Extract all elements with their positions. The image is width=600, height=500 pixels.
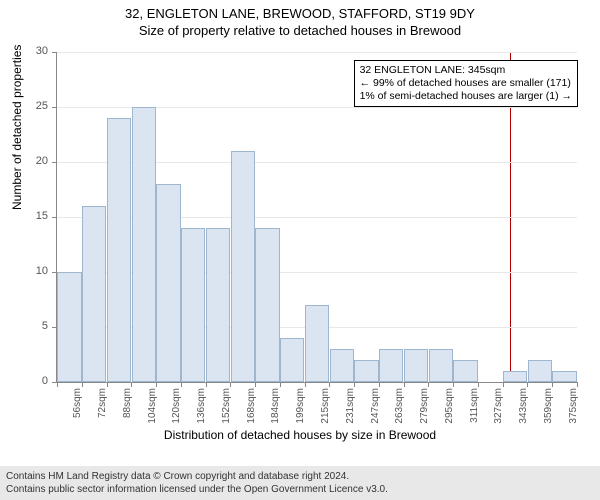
footer-line-1: Contains HM Land Registry data © Crown c… bbox=[6, 470, 594, 483]
x-tick-mark bbox=[107, 382, 108, 387]
y-tick-mark bbox=[52, 217, 57, 218]
x-tick-label: 168sqm bbox=[246, 388, 257, 432]
x-tick-mark bbox=[354, 382, 355, 387]
x-tick-label: 215sqm bbox=[320, 388, 331, 432]
x-tick-label: 247sqm bbox=[370, 388, 381, 432]
x-tick-label: 152sqm bbox=[221, 388, 232, 432]
callout-box: 32 ENGLETON LANE: 345sqm ← 99% of detach… bbox=[354, 60, 578, 107]
histogram-bar bbox=[255, 228, 279, 382]
x-tick-label: 327sqm bbox=[493, 388, 504, 432]
y-tick-label: 20 bbox=[24, 155, 48, 167]
x-tick-mark bbox=[255, 382, 256, 387]
histogram-bar bbox=[354, 360, 378, 382]
x-tick-mark bbox=[329, 382, 330, 387]
histogram-bar bbox=[552, 371, 576, 382]
y-tick-mark bbox=[52, 162, 57, 163]
x-tick-mark bbox=[206, 382, 207, 387]
y-tick-label: 15 bbox=[24, 210, 48, 222]
x-tick-mark bbox=[527, 382, 528, 387]
x-tick-mark bbox=[131, 382, 132, 387]
x-tick-mark bbox=[379, 382, 380, 387]
histogram-bar bbox=[132, 107, 156, 382]
histogram-bar bbox=[528, 360, 552, 382]
x-tick-mark bbox=[404, 382, 405, 387]
gridline bbox=[57, 52, 577, 53]
y-tick-mark bbox=[52, 107, 57, 108]
histogram-bar bbox=[305, 305, 329, 382]
histogram-bar bbox=[57, 272, 81, 382]
x-tick-label: 375sqm bbox=[568, 388, 579, 432]
y-tick-label: 0 bbox=[24, 375, 48, 387]
histogram-bar bbox=[181, 228, 205, 382]
footer-line-2: Contains public sector information licen… bbox=[6, 483, 594, 496]
x-tick-mark bbox=[577, 382, 578, 387]
histogram-bar bbox=[280, 338, 304, 382]
histogram-bar bbox=[231, 151, 255, 382]
callout-line-1: 32 ENGLETON LANE: 345sqm bbox=[360, 64, 572, 77]
x-tick-label: 72sqm bbox=[97, 388, 108, 432]
x-tick-label: 199sqm bbox=[295, 388, 306, 432]
x-tick-label: 136sqm bbox=[196, 388, 207, 432]
title-line-1: 32, ENGLETON LANE, BREWOOD, STAFFORD, ST… bbox=[0, 0, 600, 21]
x-tick-mark bbox=[230, 382, 231, 387]
x-tick-label: 295sqm bbox=[444, 388, 455, 432]
x-tick-mark bbox=[181, 382, 182, 387]
histogram-bar bbox=[404, 349, 428, 382]
histogram-bar bbox=[107, 118, 131, 382]
x-tick-mark bbox=[156, 382, 157, 387]
x-tick-label: 263sqm bbox=[394, 388, 405, 432]
x-tick-label: 56sqm bbox=[72, 388, 83, 432]
x-tick-mark bbox=[280, 382, 281, 387]
footer: Contains HM Land Registry data © Crown c… bbox=[0, 466, 600, 500]
x-tick-label: 88sqm bbox=[122, 388, 133, 432]
histogram-bar bbox=[379, 349, 403, 382]
y-tick-label: 25 bbox=[24, 100, 48, 112]
chart-container: 32, ENGLETON LANE, BREWOOD, STAFFORD, ST… bbox=[0, 0, 600, 500]
x-tick-label: 311sqm bbox=[469, 388, 480, 432]
x-tick-mark bbox=[57, 382, 58, 387]
y-axis-label: Number of detached properties bbox=[10, 45, 24, 210]
x-tick-mark bbox=[82, 382, 83, 387]
x-tick-label: 120sqm bbox=[171, 388, 182, 432]
histogram-bar bbox=[453, 360, 477, 382]
callout-line-3: 1% of semi-detached houses are larger (1… bbox=[360, 90, 572, 103]
x-tick-mark bbox=[428, 382, 429, 387]
histogram-bar bbox=[206, 228, 230, 382]
x-tick-label: 279sqm bbox=[419, 388, 430, 432]
x-tick-label: 104sqm bbox=[147, 388, 158, 432]
x-tick-label: 343sqm bbox=[518, 388, 529, 432]
y-tick-label: 10 bbox=[24, 265, 48, 277]
x-tick-label: 231sqm bbox=[345, 388, 356, 432]
y-tick-mark bbox=[52, 52, 57, 53]
histogram-bar bbox=[82, 206, 106, 382]
histogram-bar bbox=[429, 349, 453, 382]
x-tick-label: 359sqm bbox=[543, 388, 554, 432]
x-axis-label: Distribution of detached houses by size … bbox=[0, 428, 600, 442]
x-tick-label: 184sqm bbox=[270, 388, 281, 432]
y-tick-label: 5 bbox=[24, 320, 48, 332]
x-tick-mark bbox=[552, 382, 553, 387]
callout-line-2: ← 99% of detached houses are smaller (17… bbox=[360, 77, 572, 90]
title-line-2: Size of property relative to detached ho… bbox=[0, 21, 600, 38]
histogram-bar bbox=[503, 371, 527, 382]
x-tick-mark bbox=[453, 382, 454, 387]
histogram-bar bbox=[330, 349, 354, 382]
x-tick-mark bbox=[305, 382, 306, 387]
histogram-bar bbox=[156, 184, 180, 382]
x-tick-mark bbox=[503, 382, 504, 387]
y-tick-label: 30 bbox=[24, 45, 48, 57]
x-tick-mark bbox=[478, 382, 479, 387]
